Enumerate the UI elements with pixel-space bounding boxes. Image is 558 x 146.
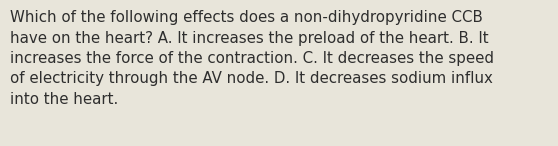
Text: Which of the following effects does a non-dihydropyridine CCB
have on the heart?: Which of the following effects does a no… — [10, 10, 494, 107]
